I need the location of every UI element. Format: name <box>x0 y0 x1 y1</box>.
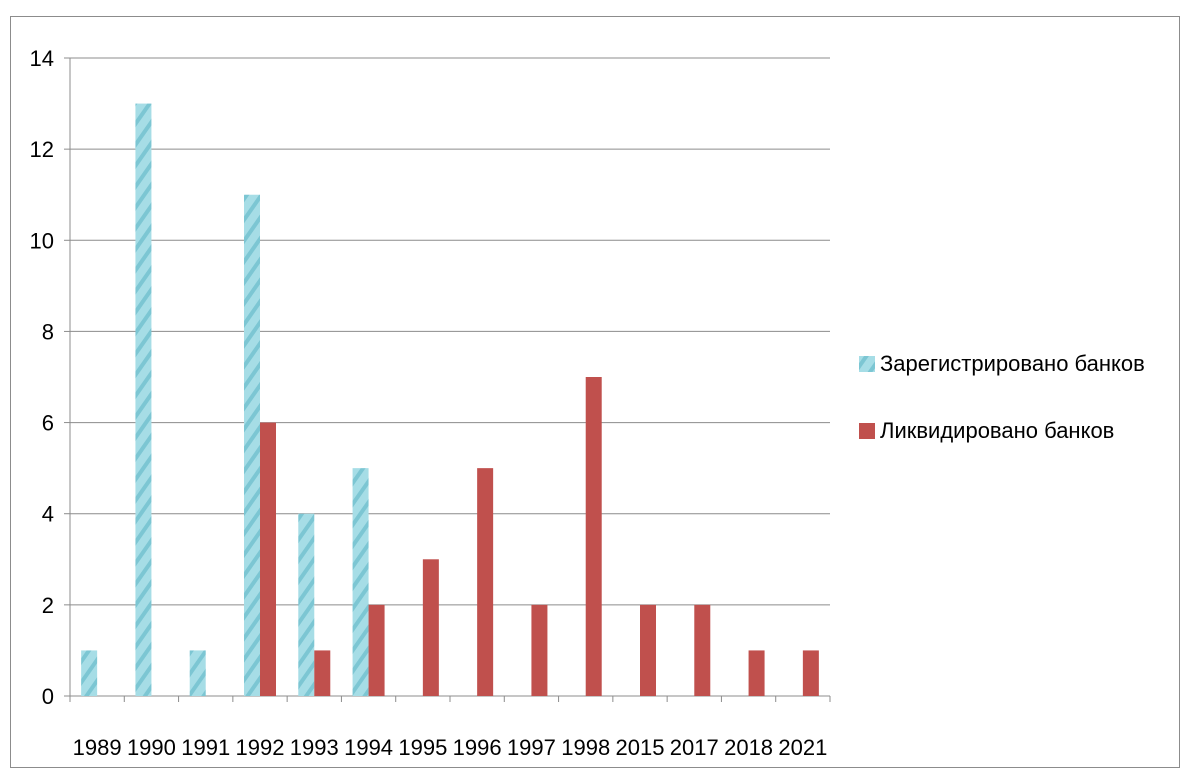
bar-liquidated <box>477 468 494 696</box>
x-tick-label: 1994 <box>344 735 393 760</box>
bar-liquidated <box>314 650 331 696</box>
bar-liquidated <box>748 650 765 696</box>
legend: Зарегистрировано банков Ликвидировано бан… <box>859 351 1145 443</box>
y-tick-label: 14 <box>30 46 54 71</box>
legend-swatch-registered <box>859 356 875 372</box>
y-tick-label: 10 <box>30 228 54 253</box>
x-tick-label: 1995 <box>398 735 447 760</box>
bar-registered <box>298 513 315 696</box>
x-tick-label: 2018 <box>724 735 773 760</box>
x-tick-label: 1998 <box>561 735 610 760</box>
x-tick-label: 2017 <box>670 735 719 760</box>
y-tick-label: 0 <box>42 684 54 709</box>
bar-liquidated <box>640 604 656 696</box>
legend-label-liquidated: Ликвидировано банков <box>880 418 1114 443</box>
x-tick-label: 1991 <box>181 735 230 760</box>
x-tick-label: 1997 <box>507 735 556 760</box>
y-tick-label: 2 <box>42 593 54 618</box>
bar-liquidated <box>802 650 819 696</box>
bar-liquidated <box>531 604 548 696</box>
x-axis: 1989 1990 1991 1992 1993 1994 1995 1996 1997 1998… <box>69 695 831 760</box>
y-tick-label: 6 <box>42 411 54 436</box>
bar-registered <box>244 194 260 696</box>
bar-registered <box>352 468 369 696</box>
bar-liquidated <box>694 604 711 696</box>
bar-liquidated <box>422 559 439 696</box>
bar-registered <box>189 650 206 696</box>
bars <box>81 103 819 697</box>
gridlines <box>70 57 830 606</box>
y-axis: 0 2 4 6 8 10 12 14 <box>30 46 71 709</box>
y-tick-label: 8 <box>42 319 54 344</box>
bar-registered <box>135 103 152 697</box>
x-tick-label: 1996 <box>453 735 502 760</box>
x-tick-label: 1993 <box>290 735 339 760</box>
x-tick-label: 2021 <box>778 735 827 760</box>
bar-liquidated <box>260 422 276 696</box>
x-tick-label: 1992 <box>236 735 285 760</box>
bar-registered <box>81 650 98 696</box>
legend-label-registered: Зарегистрировано банков <box>880 351 1145 376</box>
x-tick-label: 1990 <box>127 735 176 760</box>
y-tick-label: 12 <box>30 137 54 162</box>
x-tick-label: 2015 <box>616 735 665 760</box>
legend-swatch-liquidated <box>859 423 875 439</box>
bar-liquidated <box>585 377 602 696</box>
y-tick-label: 4 <box>42 502 54 527</box>
bar-liquidated <box>368 604 385 696</box>
x-tick-label: 1989 <box>73 735 122 760</box>
